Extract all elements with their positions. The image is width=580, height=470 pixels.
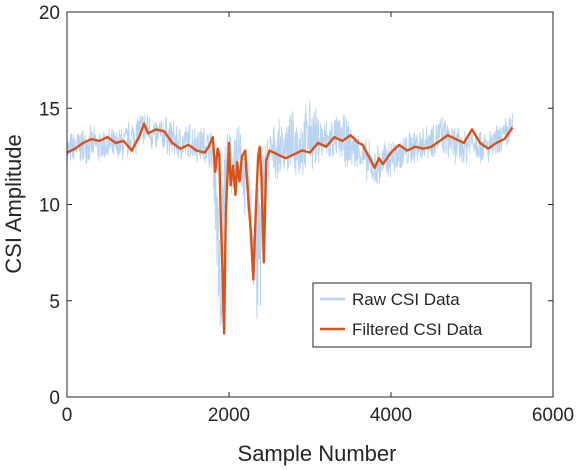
x-tick-label: 0 (62, 405, 73, 426)
axes: 0 2000 4000 6000 0 5 10 15 20 (39, 3, 574, 426)
series-filtered-csi-line (66, 122, 514, 335)
x-tick-label: 2000 (208, 405, 250, 426)
y-tick-label: 0 (49, 388, 60, 409)
x-tick-label: 4000 (370, 405, 412, 426)
y-axis-label: CSI Amplitude (1, 134, 26, 273)
y-tick-label: 15 (39, 99, 60, 120)
x-axis-label: Sample Number (238, 441, 397, 466)
y-tick-label: 20 (39, 3, 60, 24)
y-tick-label: 5 (49, 292, 60, 313)
plot-area (66, 100, 514, 335)
legend-box (312, 282, 532, 348)
legend: Raw CSI Data Filtered CSI Data (312, 282, 532, 348)
x-tick-label: 6000 (532, 405, 574, 426)
series-raw-csi-line (66, 100, 513, 327)
y-tick-label: 10 (39, 196, 60, 217)
legend-label-raw: Raw CSI Data (352, 290, 460, 309)
legend-label-filtered: Filtered CSI Data (352, 320, 483, 339)
